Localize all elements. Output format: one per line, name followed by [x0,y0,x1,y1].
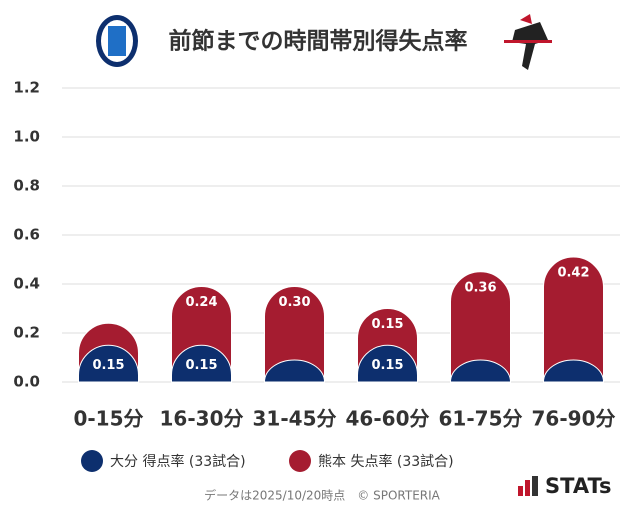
legend-label: 大分 得点率 (33試合) [110,453,246,470]
brand: STATs [545,474,611,498]
footnote: データは2025/10/20時点 © SPORTERIA [204,488,441,503]
value-label: 0.30 [278,295,310,310]
bar-segment [263,359,326,383]
bar-segment [450,271,511,383]
bar-segment [449,359,512,383]
value-label: 0.15 [185,358,217,373]
away-logo [504,14,552,70]
y-tick-label: 0.4 [13,275,40,293]
value-label: 0.36 [464,280,496,295]
home-logo [96,15,138,67]
y-tick-label: 0.0 [13,373,40,391]
x-tick-label: 31-45分 [253,407,337,431]
bar-segment [171,344,232,383]
value-label: 0.24 [185,295,217,310]
bar-segment [264,286,325,383]
y-tick-label: 0.8 [13,177,40,195]
value-label: 0.15 [371,317,403,332]
x-tick-label: 0-15分 [73,407,143,431]
legend-swatch [289,450,311,472]
bar-segment [543,256,604,383]
y-tick-label: 0.6 [13,226,40,244]
legend-label: 熊本 失点率 (33試合) [318,453,454,470]
value-label: 0.42 [557,266,589,281]
value-label: 0.15 [371,358,403,373]
bar-segment [542,359,605,383]
y-tick-label: 0.2 [13,324,40,342]
x-tick-label: 46-60分 [346,407,430,431]
brand-logo [518,476,538,496]
chart-title: 前節までの時間帯別得失点率 [169,28,468,55]
legend-swatch [81,450,103,472]
bar-segment [357,344,418,383]
bar-segment [78,344,139,383]
x-tick-label: 61-75分 [439,407,523,431]
value-label: 0.15 [92,358,124,373]
x-tick-label: 16-30分 [160,407,244,431]
y-tick-label: 1.0 [13,128,40,146]
x-tick-label: 76-90分 [532,407,616,431]
y-tick-label: 1.2 [13,79,40,97]
